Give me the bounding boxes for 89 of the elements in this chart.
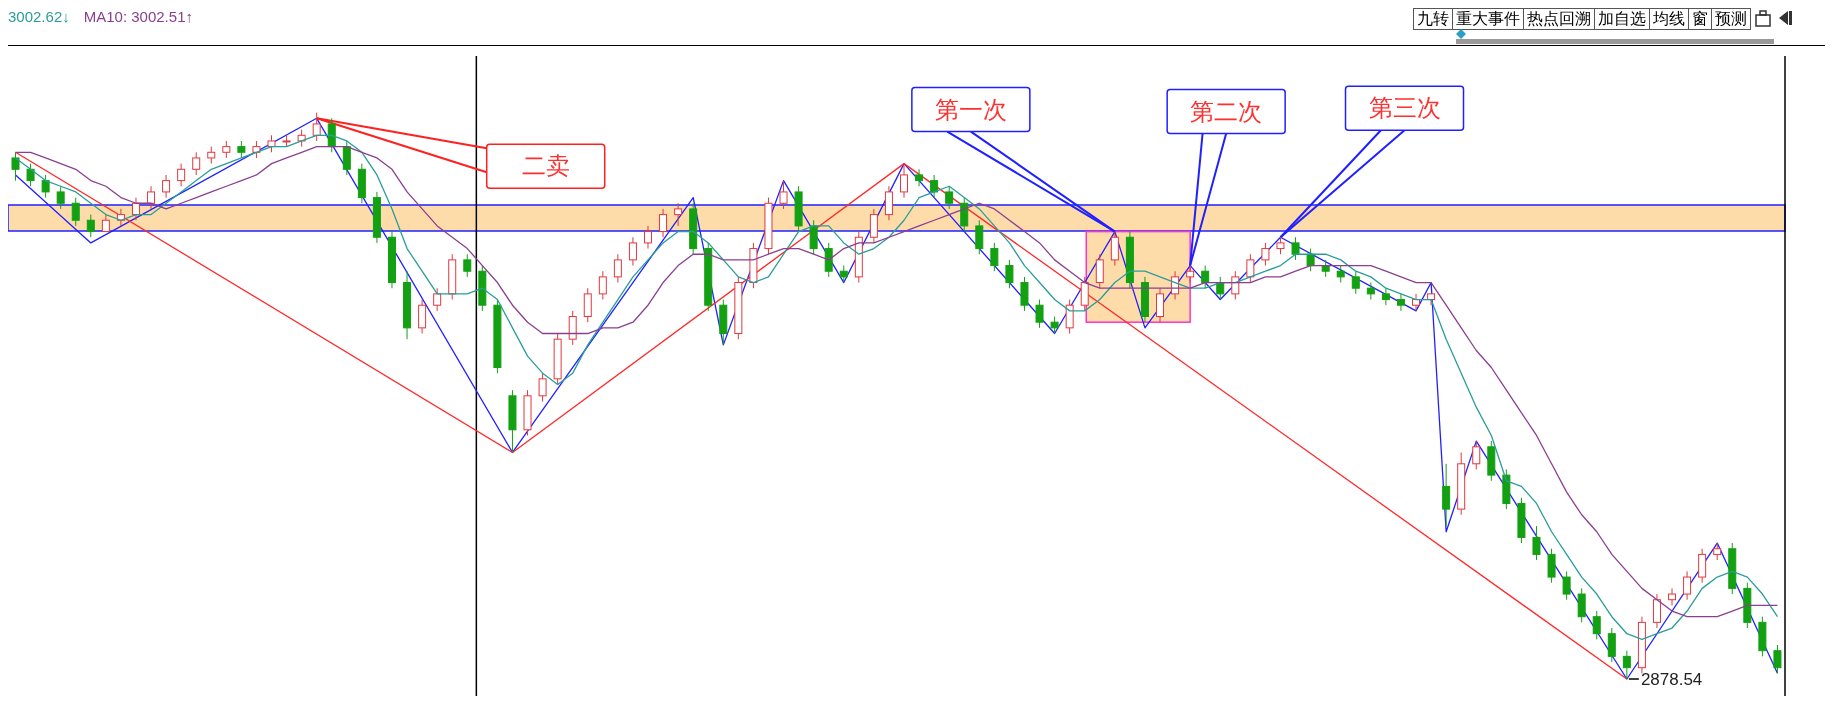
candlestick <box>147 185 156 210</box>
candlestick <box>1110 231 1119 267</box>
candlestick <box>1547 548 1556 584</box>
callout-box: 第一次 <box>911 86 1116 233</box>
candlestick <box>1396 293 1405 312</box>
candlestick <box>1065 299 1074 335</box>
candlestick <box>1246 253 1255 284</box>
text: 3002.62↓ <box>8 8 70 25</box>
text: 重大事件 <box>1452 8 1524 30</box>
candlestick <box>583 287 592 323</box>
price-callout: 2878.54 <box>1628 670 1703 689</box>
candlestick <box>960 197 969 233</box>
candlestick <box>1035 299 1044 329</box>
candlestick <box>1351 270 1360 295</box>
text: 均线 <box>1649 8 1689 30</box>
candlestick <box>1472 440 1481 470</box>
candlestick <box>1005 259 1014 289</box>
annotation: 二卖 <box>521 153 570 180</box>
candlestick <box>538 372 547 402</box>
callout-box: 第二次 <box>1166 88 1286 267</box>
candlestick <box>1562 570 1571 601</box>
candlestick <box>900 163 908 199</box>
candlestick <box>1412 293 1421 312</box>
candlestick <box>1577 587 1586 623</box>
text: 九转 <box>1413 8 1453 30</box>
candlestick <box>26 163 35 187</box>
text: 加自选 <box>1594 8 1650 30</box>
candlestick <box>915 168 924 187</box>
callout-box: 第三次 <box>1279 85 1465 239</box>
candlestick <box>1201 265 1210 289</box>
candlestick <box>418 299 427 335</box>
candlestick <box>11 151 20 182</box>
text: MA10: 3002.51↑ <box>83 8 193 25</box>
candlestick <box>71 197 80 227</box>
callout-box: 二卖 <box>315 117 606 190</box>
candlestick <box>945 185 954 210</box>
candlestick <box>1156 287 1165 323</box>
annotation: 第一次 <box>934 96 1007 123</box>
candlestick <box>1381 287 1390 306</box>
annotation: 第三次 <box>1368 95 1441 122</box>
candlestick <box>975 219 984 255</box>
candlestick <box>568 310 577 346</box>
text: 热点回溯 <box>1523 8 1595 30</box>
candlestick <box>1652 593 1661 629</box>
candlestick <box>56 185 65 210</box>
candlestick <box>1773 644 1782 674</box>
annotation: 第二次 <box>1190 98 1263 125</box>
candlestick <box>327 117 336 153</box>
candlestick <box>884 185 893 221</box>
candlestick <box>990 242 999 272</box>
candlestick <box>1622 650 1631 680</box>
candlestick <box>1231 270 1240 301</box>
candlestick <box>463 253 472 278</box>
candlestick <box>41 174 50 199</box>
candlestick <box>162 174 171 199</box>
candlestick <box>192 151 201 176</box>
candlestick <box>1698 548 1707 584</box>
candlestick <box>613 253 622 284</box>
candlestick <box>342 140 351 176</box>
candlestick <box>1216 276 1225 301</box>
candlestick <box>1020 276 1029 312</box>
candlestick <box>312 112 321 142</box>
candlestick <box>869 208 878 244</box>
candlestick <box>86 214 95 238</box>
candlestick <box>1532 525 1541 561</box>
candlestick <box>674 202 683 227</box>
candlestick <box>1668 587 1677 606</box>
candlestick <box>659 208 668 238</box>
candlestick <box>1592 610 1601 640</box>
candlestick <box>824 242 833 278</box>
text: 预测 <box>1711 8 1751 30</box>
candlestick <box>598 270 607 301</box>
candlestick <box>433 287 442 312</box>
candlestick <box>1683 570 1692 601</box>
candlestick <box>1291 236 1300 261</box>
candlestick <box>1186 265 1195 284</box>
candlestick <box>1607 627 1616 663</box>
text: 窗 <box>1688 8 1712 30</box>
candlestick <box>1442 463 1451 527</box>
annotation: 2878.54 <box>1640 670 1703 690</box>
candlestick <box>643 225 652 250</box>
candlestick <box>1080 276 1089 312</box>
candlestick <box>177 163 186 187</box>
candlestick <box>1261 242 1270 267</box>
candlestick <box>809 219 818 255</box>
candlestick <box>1095 253 1104 289</box>
candlestick <box>930 174 939 199</box>
candlestick <box>628 236 637 267</box>
candlestick <box>779 180 788 210</box>
